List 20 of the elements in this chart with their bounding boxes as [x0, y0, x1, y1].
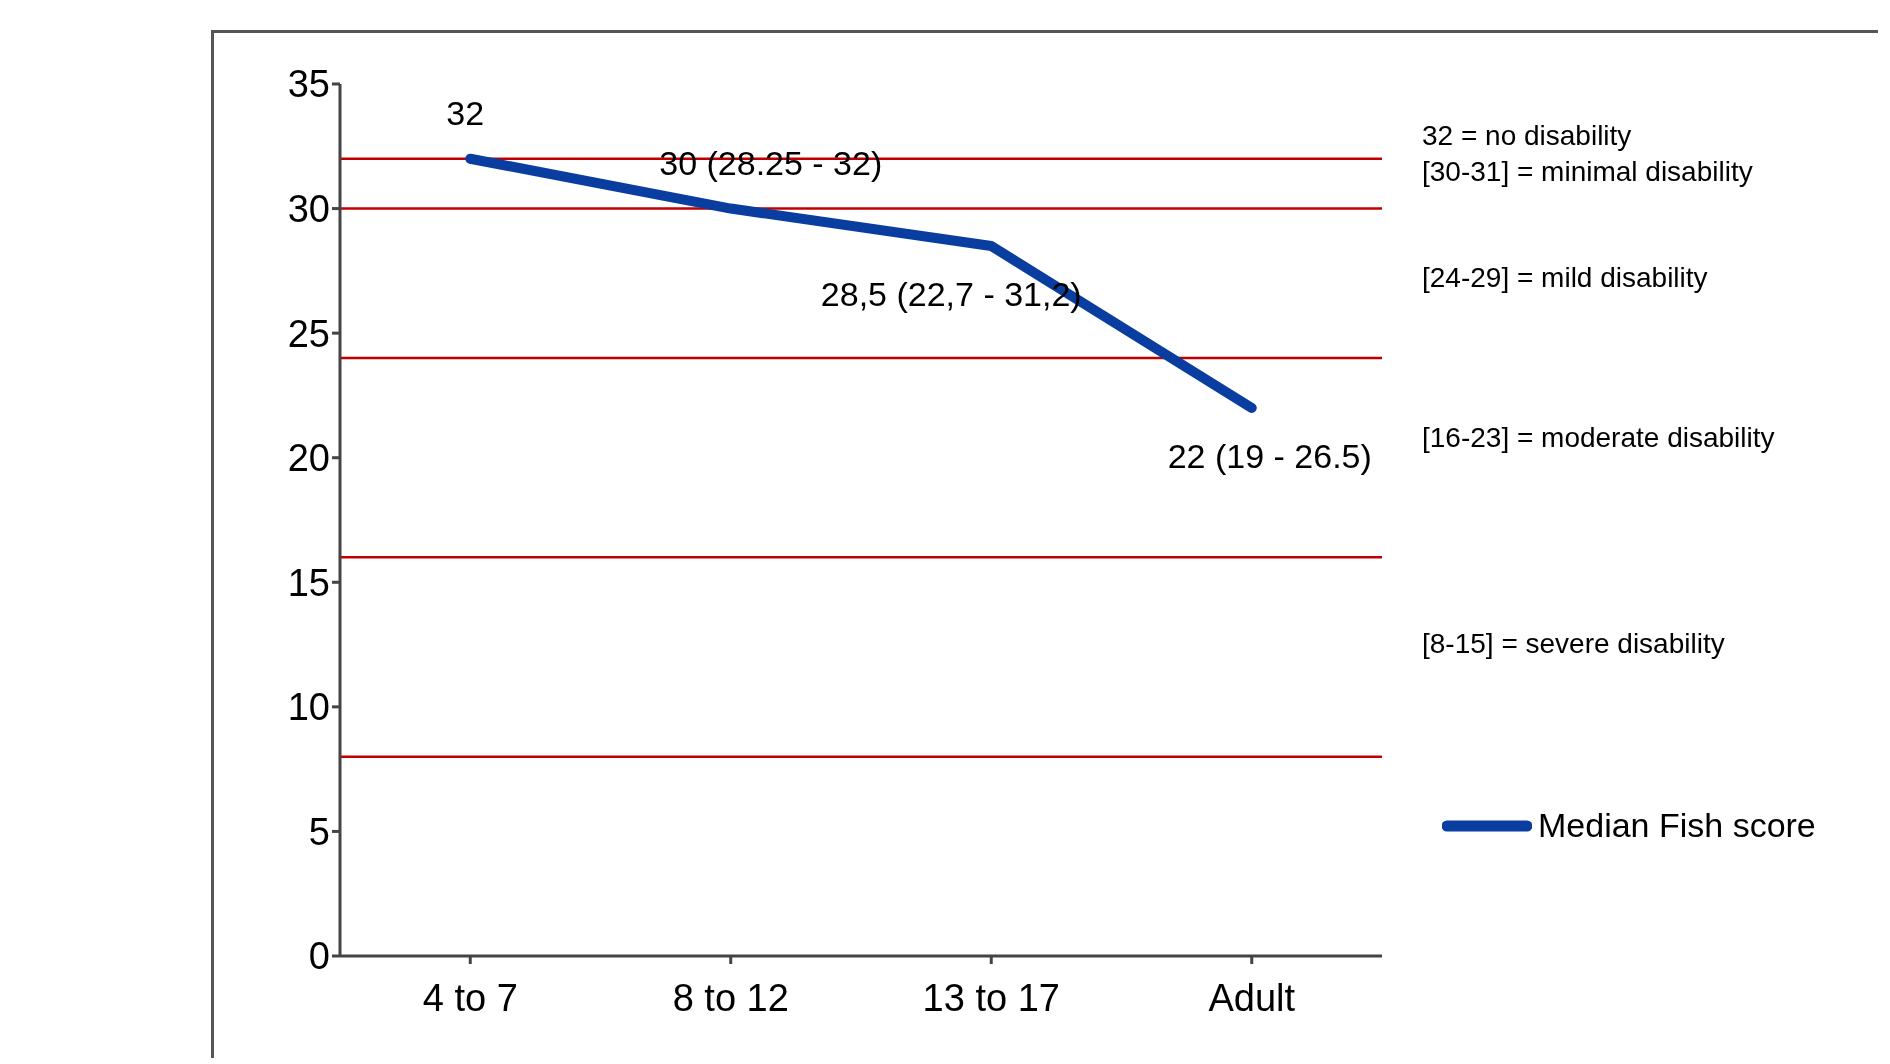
y-tick-label: 25: [287, 312, 330, 355]
x-tick-label: Adult: [1208, 976, 1296, 1019]
x-tick-label: 13 to 17: [922, 976, 1060, 1019]
text: [24-29] = mild disability: [1422, 262, 1708, 294]
data-label: 22 (19 - 26.5): [1167, 436, 1372, 475]
text: [16-23] = moderate disability: [1422, 422, 1775, 454]
x-tick-label: 8 to 12: [672, 976, 789, 1019]
text: 32 = no disability: [1422, 120, 1632, 152]
x-tick-label: 4 to 7: [422, 976, 518, 1019]
data-label: 32: [446, 93, 485, 132]
y-tick-label: 15: [287, 561, 330, 604]
y-tick-label: 0: [308, 935, 330, 978]
legend-label: Median Fish score: [1538, 806, 1816, 846]
text: [30-31] = minimal disability: [1422, 156, 1753, 188]
y-tick-label: 5: [308, 810, 330, 853]
y-tick-label: 35: [287, 63, 330, 106]
y-tick-label: 10: [287, 686, 330, 729]
y-tick-label: 30: [287, 188, 330, 231]
y-tick-label: 20: [287, 437, 330, 480]
text: [8-15] = severe disability: [1422, 628, 1725, 660]
